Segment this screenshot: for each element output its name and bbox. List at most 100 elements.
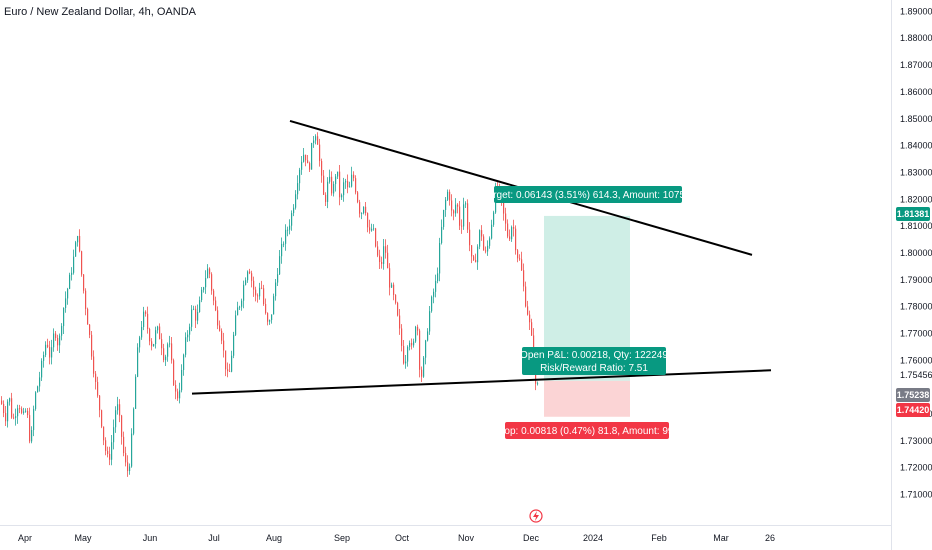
candle-body	[87, 308, 89, 325]
candle-body	[21, 408, 23, 413]
candle-body	[275, 282, 277, 297]
candle-body	[311, 142, 313, 170]
candle-body	[291, 213, 293, 226]
candle-body	[241, 300, 243, 307]
candle-body	[159, 326, 161, 340]
candle-body	[185, 337, 187, 355]
candle-body	[293, 207, 295, 214]
candle-body	[233, 334, 235, 356]
candle-body	[113, 427, 115, 443]
candle-body	[259, 287, 261, 297]
candle-body	[395, 294, 397, 303]
y-tick-label: 1.71000	[900, 490, 932, 500]
candle-body	[261, 287, 263, 289]
candle-body	[269, 320, 271, 322]
lightning-icon[interactable]	[529, 509, 543, 523]
candle-body	[271, 314, 273, 321]
candle-body	[279, 256, 281, 275]
y-tick-label: 1.77000	[900, 329, 932, 339]
candle-body	[217, 310, 219, 326]
candle-body	[207, 268, 209, 279]
loss-zone[interactable]	[544, 380, 630, 417]
candle-body	[173, 360, 175, 385]
target-label: Target: 0.06143 (3.51%) 614.3, Amount: 1…	[483, 186, 694, 203]
candle-body	[119, 404, 121, 416]
y-tick-label: 1.83000	[900, 167, 932, 177]
candle-body	[527, 306, 529, 315]
candle-body	[125, 453, 127, 463]
candle-body	[489, 238, 491, 246]
candle-body	[75, 242, 77, 257]
candle-body	[317, 136, 319, 145]
candle-body	[299, 169, 301, 184]
candle-body	[215, 300, 217, 311]
candle-body	[479, 230, 481, 247]
candle-body	[415, 326, 417, 342]
x-axis: Apr May Jun Jul Aug Sep Oct Nov Dec 2024 Feb Mar 26	[18, 533, 775, 543]
candle-body	[59, 335, 61, 346]
candle-body	[427, 331, 429, 341]
candle-body	[505, 213, 507, 224]
candle-body	[511, 227, 513, 240]
candle-body	[485, 250, 487, 252]
candle-body	[473, 256, 475, 260]
candle-body	[111, 442, 113, 460]
candle-body	[199, 300, 201, 313]
candle-body	[153, 344, 155, 347]
candle-body	[189, 326, 191, 335]
candle-body	[109, 453, 111, 460]
candle-body	[107, 450, 109, 454]
candle-body	[31, 430, 33, 442]
candle-body	[91, 334, 93, 357]
candle-body	[67, 288, 69, 299]
candle-body	[525, 286, 527, 307]
candle-body	[419, 330, 421, 370]
candle-body	[327, 181, 329, 202]
x-tick-label: Nov	[458, 533, 475, 543]
candle-body	[469, 229, 471, 246]
x-tick-label: Oct	[395, 533, 410, 543]
candle-body	[531, 322, 533, 336]
x-tick-label: Apr	[18, 533, 32, 543]
candle-body	[3, 403, 5, 414]
entry-price-text: 1.75238	[897, 390, 930, 400]
candle-body	[369, 227, 371, 231]
candle-body	[71, 272, 73, 275]
candle-body	[319, 144, 321, 162]
current-price-text: 1.81381	[897, 209, 930, 219]
candle-body	[399, 315, 401, 329]
candle-body	[219, 325, 221, 331]
candle-body	[383, 246, 385, 264]
candle-body	[183, 354, 185, 370]
candle-body	[191, 309, 193, 327]
candle-body	[345, 181, 347, 183]
candle-body	[229, 371, 231, 372]
candle-body	[313, 140, 315, 143]
candle-body	[509, 236, 511, 240]
candle-body	[389, 268, 391, 288]
candle-body	[167, 344, 169, 357]
candle-body	[77, 236, 79, 243]
candle-body	[331, 176, 333, 194]
candle-body	[243, 284, 245, 301]
candle-body	[93, 356, 95, 374]
candle-body	[339, 171, 341, 198]
candle-body	[231, 355, 233, 372]
candle-body	[433, 291, 435, 297]
candle-body	[101, 410, 103, 427]
candle-body	[267, 313, 269, 322]
candle-body	[35, 392, 37, 409]
candle-body	[187, 334, 189, 338]
candle-body	[17, 408, 19, 417]
candle-body	[385, 246, 387, 253]
candle-body	[57, 337, 59, 346]
candle-body	[441, 226, 443, 243]
candle-body	[357, 192, 359, 203]
candle-body	[289, 225, 291, 230]
candle-body	[343, 182, 345, 196]
candle-body	[213, 290, 215, 301]
support-trendline[interactable]	[191, 369, 772, 395]
candle-body	[205, 278, 207, 288]
candle-body	[105, 440, 107, 451]
